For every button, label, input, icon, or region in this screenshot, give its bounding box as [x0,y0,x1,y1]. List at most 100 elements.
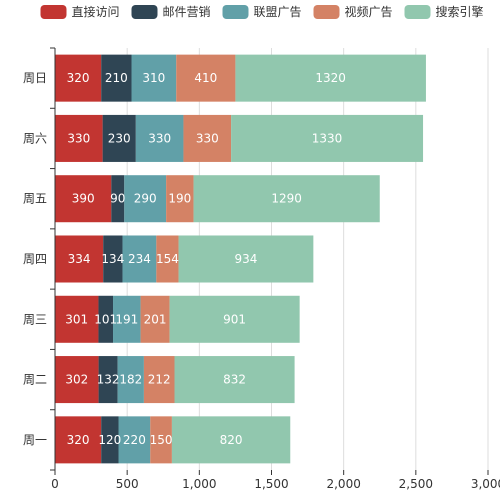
bar-value-label: 234 [128,252,151,266]
bar-value-label: 230 [108,131,131,145]
bar-segment[interactable] [140,295,170,343]
bar-segment[interactable] [235,54,426,102]
legend-swatch [131,5,158,19]
y-axis: 周一 周二 周三 周四 周五 周六 周日 [23,47,56,471]
bar-segment[interactable] [55,235,104,283]
bar-value-label: 934 [234,252,257,266]
x-tick-label: 2,500 [399,477,433,491]
legend-item[interactable]: 直接访问 [40,4,120,19]
bar-segment[interactable] [113,295,141,343]
legend-swatch [222,5,249,19]
bar-segment[interactable] [231,114,424,162]
bar-segment[interactable] [171,416,291,464]
bar-value-label: 820 [220,433,243,447]
legend-item[interactable]: 邮件营销 [131,5,211,19]
bar-segment[interactable] [176,54,236,102]
bar-value-label: 1290 [271,192,302,206]
legend-swatch [313,5,340,19]
y-tick-label: 周三 [23,312,47,326]
bar-segment[interactable] [55,295,99,343]
bar-segment[interactable] [124,175,167,223]
legend: 直接访问 邮件营销 联盟广告 视频广告 搜索引擎 [40,4,484,19]
bar-segment[interactable] [101,54,132,102]
x-tick-label: 2,000 [326,477,360,491]
bar-value-label: 90 [110,192,125,206]
y-tick-label: 周四 [23,252,47,266]
bar-value-label: 134 [101,252,124,266]
bar-segment[interactable] [117,356,144,404]
bar-segment[interactable] [55,416,102,464]
bar-segment[interactable] [166,175,194,223]
x-tick-label: 1,000 [182,477,216,491]
bar-value-label: 334 [68,252,91,266]
bar-value-label: 390 [72,192,95,206]
legend-label: 视频广告 [345,4,393,19]
bar-segment[interactable] [143,356,175,404]
bar-segment[interactable] [118,416,151,464]
bar-segment[interactable] [98,295,114,343]
bar-segment[interactable] [135,114,184,162]
bars [55,54,426,464]
bar-value-label: 210 [105,71,128,85]
bar-segment[interactable] [169,295,300,343]
bar-segment[interactable] [55,175,112,223]
bar-value-label: 302 [65,373,88,387]
bar-segment[interactable] [103,235,123,283]
y-tick-label: 周六 [23,131,47,145]
x-axis: 0 500 1,000 1,500 2,000 2,500 3,000 [51,470,500,491]
bar-value-label: 320 [67,433,90,447]
bar-value-label: 154 [156,252,179,266]
bar-value-label: 191 [115,312,138,326]
legend-item[interactable]: 联盟广告 [222,5,302,19]
bar-segment[interactable] [55,356,99,404]
bar-value-label: 182 [119,373,142,387]
bar-segment[interactable] [55,54,102,102]
x-tick-label: 0 [51,477,59,491]
legend-item[interactable]: 搜索引擎 [404,4,484,19]
legend-item[interactable]: 视频广告 [313,4,393,19]
bar-segment[interactable] [156,235,179,283]
bar-value-label: 1330 [312,131,343,145]
bar-segment[interactable] [101,416,119,464]
bar-segment[interactable] [102,114,136,162]
bar-value-label: 320 [67,71,90,85]
legend-label: 搜索引擎 [436,4,484,19]
bar-value-label: 132 [97,373,120,387]
y-tick-label: 周日 [23,71,47,85]
bar-segment[interactable] [111,175,125,223]
bar-value-label: 330 [67,131,90,145]
bar-value-label: 212 [148,373,171,387]
legend-label: 联盟广告 [254,5,302,19]
bar-value-label: 301 [65,312,88,326]
bar-segment[interactable] [98,356,118,404]
bar-segment[interactable] [150,416,172,464]
bar-value-label: 1320 [315,71,346,85]
bar-value-label: 220 [123,433,146,447]
bar-value-label: 190 [168,192,191,206]
bar-value-label: 290 [134,192,157,206]
bar-value-label: 330 [196,131,219,145]
x-tick-label: 1,500 [254,477,288,491]
bar-segment[interactable] [178,235,314,283]
bar-value-label: 101 [94,312,117,326]
y-tick-label: 周一 [23,433,47,447]
x-tick-label: 3,000 [471,477,500,491]
bar-segment[interactable] [55,114,103,162]
legend-swatch [40,5,67,19]
legend-swatch [404,5,431,19]
y-tick-label: 周五 [23,192,47,206]
bar-segment[interactable] [174,356,295,404]
bar-segment[interactable] [131,54,177,102]
legend-label: 直接访问 [72,4,120,19]
bar-value-label: 330 [148,131,171,145]
bar-segment[interactable] [193,175,380,223]
bar-segment[interactable] [183,114,232,162]
x-tick-label: 500 [116,477,139,491]
y-tick-label: 周二 [23,373,47,387]
bar-value-label: 901 [223,312,246,326]
bar-value-label: 310 [142,71,165,85]
bar-value-label: 150 [150,433,173,447]
bar-segment[interactable] [122,235,157,283]
